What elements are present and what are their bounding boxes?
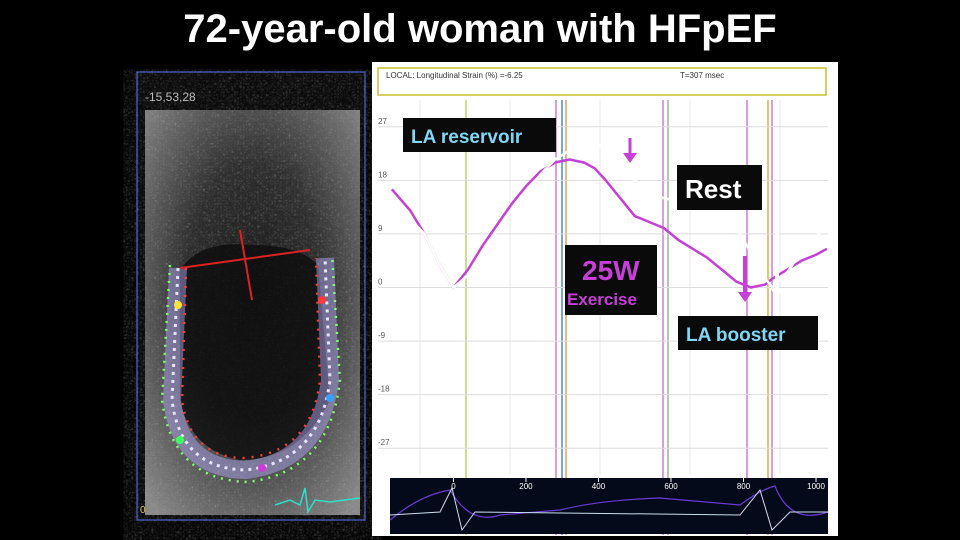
x-tick-label: 1000: [807, 482, 825, 491]
ecg-trace: [389, 486, 828, 532]
strain-curve: [391, 140, 828, 289]
y-tick-label: 27: [378, 117, 387, 126]
series-label: Rest: [685, 174, 742, 204]
label-box: [403, 118, 556, 152]
annotation: LA booster: [686, 325, 786, 346]
y-tick-label: 18: [378, 170, 387, 179]
y-tick-label: 0: [378, 278, 383, 287]
x-tick-label: 800: [737, 482, 751, 491]
event-markers: [465, 100, 773, 535]
y-tick-label: 9: [378, 224, 383, 233]
arrow-head: [770, 288, 784, 298]
header-right: T=307 msec: [680, 71, 724, 80]
x-tick-label: 400: [592, 482, 606, 491]
header-left: LOCAL: Longitudinal Strain (%) =-6.25: [386, 71, 523, 80]
x-tick-label: 600: [664, 482, 678, 491]
y-tick-label: -9: [378, 331, 386, 340]
corner-label: 0: [140, 505, 146, 516]
x-tick-label: 200: [519, 482, 533, 491]
arrow-head: [738, 292, 752, 302]
y-tick-label: -18: [378, 385, 390, 394]
arrow-head: [623, 153, 637, 163]
timestamp: -15,53,28: [145, 90, 196, 104]
annotation: 25W: [582, 255, 640, 286]
x-tick-label: 0: [451, 482, 456, 491]
label-box: [678, 316, 818, 350]
slide-title: 72-year-old woman with HFpEF: [183, 7, 776, 51]
series-label: Exercise: [567, 290, 637, 309]
label-box: [565, 245, 657, 315]
header-box: [377, 67, 827, 96]
y-tick-label: -27: [378, 438, 390, 447]
ultrasound-panel: -15,53,28 0: [136, 71, 366, 521]
ecg-trace: [389, 485, 829, 521]
label-box: [677, 165, 762, 210]
ecg-strip: [390, 478, 828, 534]
strain-curve: [390, 158, 828, 289]
annotation: LA reservoir: [411, 127, 523, 148]
